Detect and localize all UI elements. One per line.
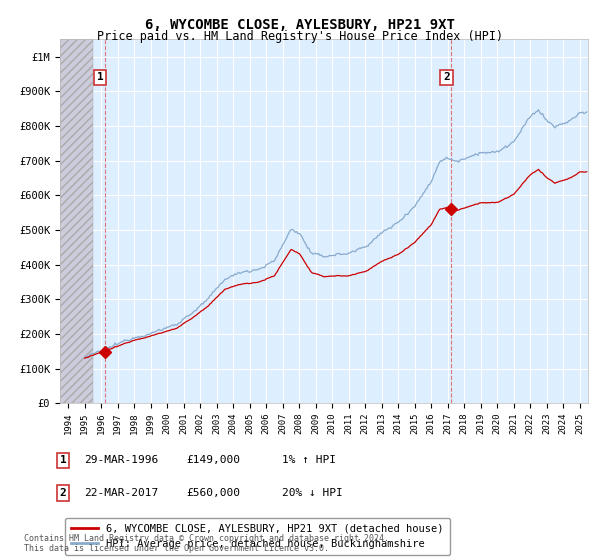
Text: 2: 2: [59, 488, 67, 498]
Text: Contains HM Land Registry data © Crown copyright and database right 2024.
This d: Contains HM Land Registry data © Crown c…: [24, 534, 389, 553]
Legend: 6, WYCOMBE CLOSE, AYLESBURY, HP21 9XT (detached house), HPI: Average price, deta: 6, WYCOMBE CLOSE, AYLESBURY, HP21 9XT (d…: [65, 517, 449, 556]
Text: Price paid vs. HM Land Registry's House Price Index (HPI): Price paid vs. HM Land Registry's House …: [97, 30, 503, 43]
Text: 1% ↑ HPI: 1% ↑ HPI: [282, 455, 336, 465]
Text: 1: 1: [97, 72, 104, 82]
Text: 6, WYCOMBE CLOSE, AYLESBURY, HP21 9XT: 6, WYCOMBE CLOSE, AYLESBURY, HP21 9XT: [145, 18, 455, 32]
Text: £560,000: £560,000: [186, 488, 240, 498]
Text: 29-MAR-1996: 29-MAR-1996: [84, 455, 158, 465]
Text: 2: 2: [443, 72, 450, 82]
Text: 1: 1: [59, 455, 67, 465]
Text: £149,000: £149,000: [186, 455, 240, 465]
Bar: [60, 39, 93, 403]
Text: 20% ↓ HPI: 20% ↓ HPI: [282, 488, 343, 498]
Text: 22-MAR-2017: 22-MAR-2017: [84, 488, 158, 498]
